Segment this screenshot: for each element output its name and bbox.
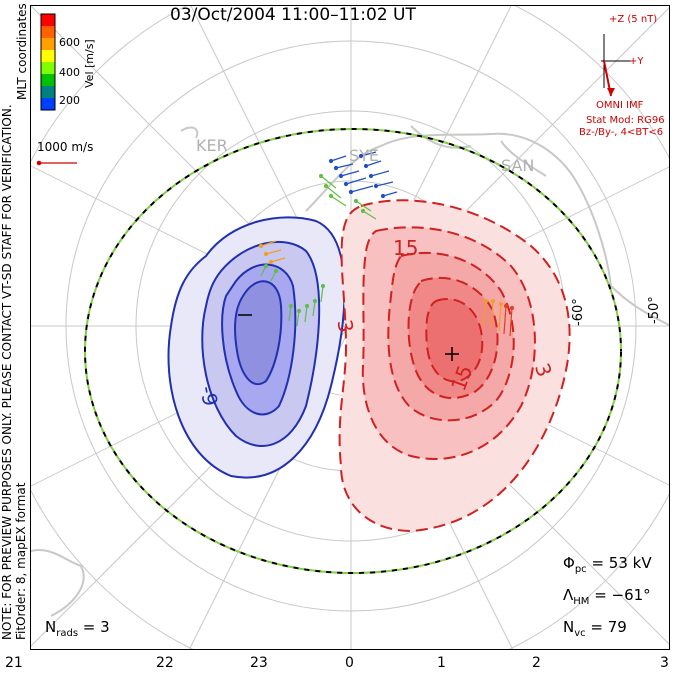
contour-label-dawn-1: 15 bbox=[393, 236, 419, 260]
preview-note-line-2: FitOrder: 8, mapEX format bbox=[14, 482, 28, 640]
station-sye: SYE bbox=[349, 146, 380, 165]
n-vc-value: 79 bbox=[607, 618, 627, 636]
imf-model: Stat Mod: RG96 bbox=[586, 115, 665, 126]
imf-condition: Bz-/By-, 4<BT<6 bbox=[579, 127, 664, 138]
coordinates-label: MLT coordinates bbox=[15, 3, 29, 100]
colorbar-tick-400: 400 bbox=[59, 66, 80, 79]
lambda-hm-value: −61° bbox=[611, 586, 651, 604]
preview-note-line-1: NOTE: FOR PREVIEW PURPOSES ONLY. PLEASE … bbox=[0, 104, 14, 640]
cross-polar-cap-potential: Φpc = 53 kV bbox=[563, 554, 652, 575]
imf-clock-dial bbox=[601, 34, 631, 97]
n-rads-value: 3 bbox=[100, 618, 110, 636]
plot-title: 03/Oct/2004 11:00–11:02 UT bbox=[170, 5, 416, 25]
mlt-tick-23: 23 bbox=[250, 655, 268, 671]
radar-count: Nrads = 3 bbox=[45, 618, 110, 639]
heppner-maynard-boundary-green bbox=[84, 128, 622, 574]
coastline bbox=[305, 132, 669, 327]
colorbar-tick-200: 200 bbox=[59, 94, 80, 107]
imf-y-label: +Y bbox=[629, 56, 644, 67]
coastline-2 bbox=[180, 125, 547, 177]
imf-source: OMNI IMF bbox=[596, 100, 644, 111]
colorbar-tick-600: 600 bbox=[59, 36, 80, 49]
reference-vector bbox=[36, 160, 77, 166]
dusk-convection-cell bbox=[167, 216, 346, 479]
dawn-convection-cell bbox=[338, 199, 571, 533]
mlt-tick-21: 21 bbox=[5, 655, 23, 671]
mlt-tick-3: 3 bbox=[660, 655, 669, 671]
station-ker: KER bbox=[196, 136, 228, 155]
mlt-tick-0: 0 bbox=[345, 655, 354, 671]
coastline-3 bbox=[31, 549, 85, 617]
latitude-label-50: -50° bbox=[647, 296, 662, 324]
reference-vector-label: 1000 m/s bbox=[37, 140, 94, 154]
preview-note: NOTE: FOR PREVIEW PURPOSES ONLY. PLEASE … bbox=[0, 104, 28, 640]
contour-label-dusk: -9 bbox=[195, 384, 223, 408]
station-san: SAN bbox=[501, 156, 535, 175]
mlt-tick-1: 1 bbox=[437, 655, 446, 671]
colorbar-axis-label: Vel [m/s] bbox=[83, 39, 96, 88]
heppner-maynard-latitude: ΛHM = −61° bbox=[563, 586, 651, 607]
velocity-vectors bbox=[258, 151, 515, 337]
phi-pc-value: 53 kV bbox=[608, 554, 652, 572]
polar-map bbox=[31, 6, 669, 649]
mlt-tick-2: 2 bbox=[532, 655, 541, 671]
vector-count: Nvc = 79 bbox=[563, 618, 627, 639]
mlt-tick-22: 22 bbox=[156, 655, 174, 671]
velocity-colorbar bbox=[40, 13, 56, 111]
imf-z-label: +Z (5 nT) bbox=[609, 14, 658, 25]
latitude-label-60: -60° bbox=[571, 298, 586, 326]
map-frame: KER SYE SAN -9 15 15 3 3 -60° -50° 600 4… bbox=[30, 5, 670, 650]
